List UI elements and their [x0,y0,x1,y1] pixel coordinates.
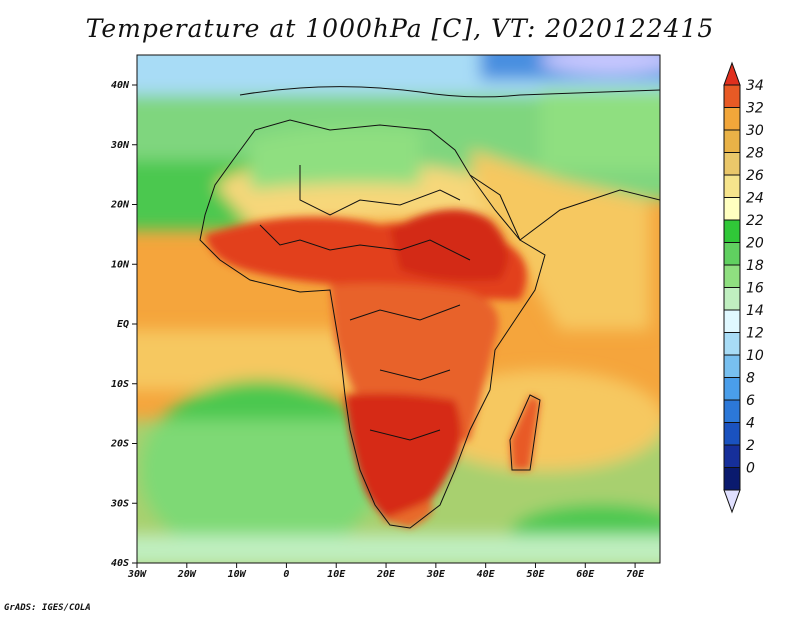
colorbar-band [723,309,741,333]
madagascar-coastline [509,394,541,471]
southern-edge [137,535,660,563]
chart-title: Temperature at 1000hPa [C], VT: 20201224… [85,14,715,43]
x-tick-label: 20E [376,569,396,580]
colorbar-label: 18 [746,258,764,274]
colorbar-band [723,399,741,423]
colorbar-label: 8 [746,371,755,387]
colorbar-band [723,444,741,468]
colorbar-band [723,377,741,401]
colorbar-band [723,152,741,176]
colorbar-band [723,422,741,446]
colorbar-label: 6 [746,393,755,409]
colorbar-label: 12 [746,326,764,342]
colorbar-band [723,107,741,131]
colorbar-top-arrow [723,61,741,86]
colorbar-band [723,129,741,153]
country-borders-sahel [259,224,471,261]
x-tick-label: 20W [177,569,197,580]
arabia-coastline [469,174,660,241]
north-africa-green [250,126,420,190]
colorbar-label: 10 [746,348,764,364]
colorbar-label: 34 [746,78,764,94]
southern-africa-hot [345,393,462,525]
y-tick-label: 40N [111,80,130,91]
y-tick-label: 20N [110,200,130,211]
grads-credit: GrADS: IGES/COLA [4,603,91,613]
colorbar-label: 32 [746,101,764,117]
colorbar-label: 22 [746,213,764,229]
colorbar-label: 16 [746,281,764,297]
x-axis-ticks: 30W 20W 10W 0 10E 20E 30E 40E 50E 60E 70E [127,563,645,580]
colorbar-band [723,219,741,243]
colorbar-label: 30 [746,123,764,139]
x-tick-label: 10E [327,569,346,580]
middle-east-green [540,90,660,170]
x-tick-label: 70E [626,569,645,580]
colorbar-label: 24 [746,191,764,207]
temperature-field [137,55,660,563]
colorbar-label: 2 [746,438,755,454]
x-tick-label: 50E [526,569,545,580]
y-tick-label: 10S [111,379,129,390]
country-borders-north [299,165,461,216]
y-tick-label: 30N [110,140,130,151]
colorbar-band [723,332,741,356]
colorbar-label: 20 [746,236,764,252]
colorbar-band [723,197,741,221]
europe-coastline [239,86,660,98]
x-tick-label: 10W [228,569,247,580]
colorbar-bottom-arrow [723,489,741,514]
africa-coastline [199,119,546,529]
country-borders-south [349,304,461,441]
colorbar-band [723,242,741,266]
x-tick-label: 30E [426,569,446,580]
sudan-hot-core [390,209,508,282]
y-tick-label: 20S [110,439,129,450]
colorbar-label: 14 [746,303,764,319]
colorbar-band [723,264,741,288]
y-axis-ticks: 40N 30N 20N 10N EQ 10S 20S 30S 40S [110,80,137,569]
gulf-guinea-warm [137,330,370,390]
x-tick-label: 60E [576,569,595,580]
colorbar-band [723,287,741,311]
colorbar-label: 0 [746,461,755,477]
y-tick-label: 10N [111,259,130,270]
y-tick-label: 30S [110,498,129,509]
colorbar-label: 28 [746,146,764,162]
y-tick-label: 40S [111,558,129,569]
colorbar-label: 4 [746,416,755,432]
y-tick-label: EQ [117,319,129,330]
colorbar-band [723,84,741,108]
colorbar-band [723,174,741,198]
x-tick-label: 0 [283,569,289,580]
cold-core [540,55,660,74]
colorbar-label: 26 [746,168,764,184]
coastlines [199,86,660,529]
indian-ocean-warm [425,370,660,470]
x-tick-label: 40E [477,569,496,580]
x-tick-label: 30W [127,569,147,580]
colorbar-band [723,467,741,491]
plot-frame [136,54,661,564]
colorbar-band [723,354,741,378]
